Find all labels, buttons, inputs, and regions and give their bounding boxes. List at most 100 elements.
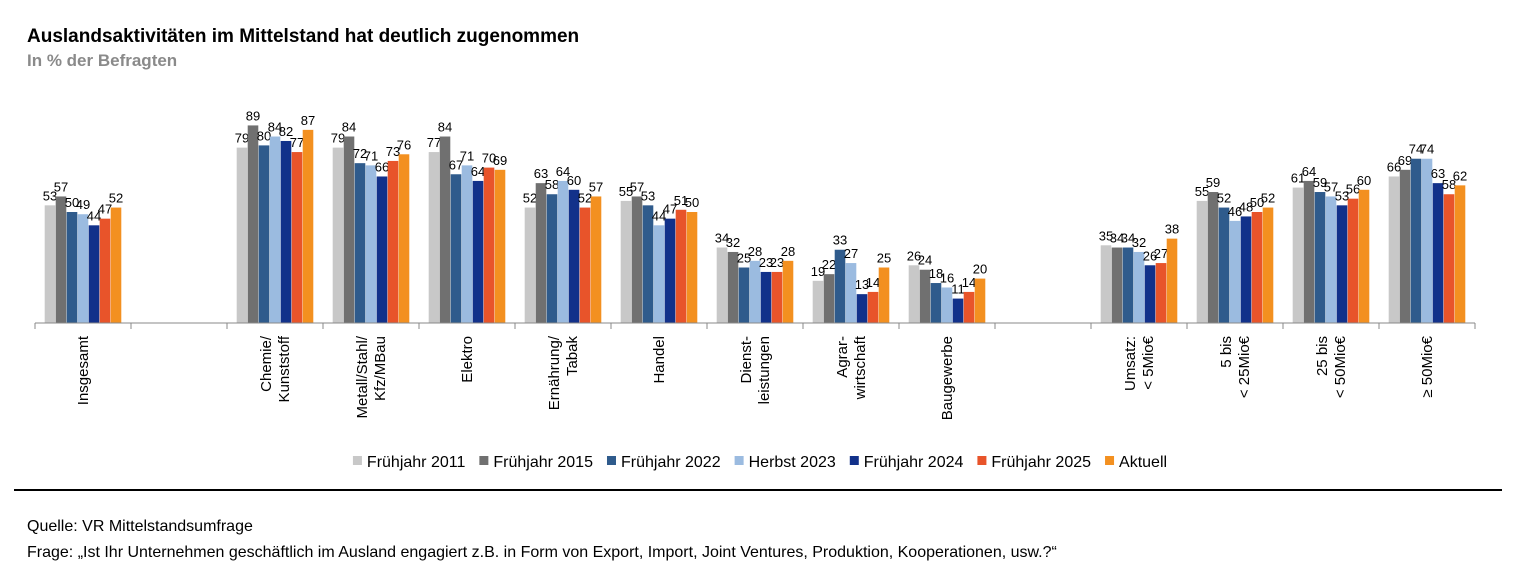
bar [642, 205, 654, 323]
bar [845, 263, 857, 323]
bar [579, 207, 591, 323]
value-label: 16 [940, 270, 954, 285]
bar [812, 280, 824, 323]
value-label: 57 [54, 179, 68, 194]
value-label: 60 [1357, 173, 1371, 188]
legend-label: Herbst 2023 [749, 454, 836, 471]
value-label: 71 [364, 148, 378, 163]
x-tick-label-line: Agrar- [834, 336, 851, 378]
chart-title: Auslandsaktivitäten im Mittelstand hat d… [27, 26, 579, 47]
bar [88, 225, 100, 323]
x-tick-label: Agrar-wirtschaft [834, 335, 869, 400]
value-label: 19 [811, 264, 825, 279]
bar [387, 160, 399, 323]
legend-label: Frühjahr 2024 [864, 454, 964, 471]
value-label: 32 [726, 235, 740, 250]
bar [1399, 169, 1411, 323]
value-label: 34 [715, 231, 729, 246]
value-label: 57 [1324, 179, 1338, 194]
bar [760, 271, 772, 323]
value-label: 44 [87, 208, 101, 223]
bar [302, 129, 314, 323]
bar [557, 180, 569, 323]
bar [1336, 205, 1348, 323]
bar [727, 251, 739, 323]
bar [439, 136, 451, 323]
value-label: 77 [427, 135, 441, 150]
bar [952, 298, 964, 323]
value-label: 74 [1409, 142, 1423, 157]
legend-swatch [849, 456, 859, 465]
bar [1443, 194, 1455, 323]
value-label: 20 [973, 262, 987, 277]
bar [236, 147, 248, 323]
bar [1454, 185, 1466, 323]
bar [494, 169, 506, 323]
value-label: 77 [290, 135, 304, 150]
value-label: 52 [578, 191, 592, 206]
value-label: 51 [674, 193, 688, 208]
value-label: 48 [1239, 199, 1253, 214]
value-label: 76 [397, 137, 411, 152]
bar [461, 165, 473, 323]
bar [110, 207, 122, 323]
bar [930, 283, 942, 323]
value-label: 52 [109, 191, 123, 206]
value-label: 52 [523, 191, 537, 206]
value-label: 73 [386, 144, 400, 159]
value-label: 53 [641, 188, 655, 203]
bar [1218, 207, 1230, 323]
bar [546, 194, 558, 323]
x-tick-label-line: < 25Mio€ [1236, 335, 1253, 398]
bar [1100, 245, 1112, 323]
value-label: 47 [98, 202, 112, 217]
bar [867, 291, 879, 323]
value-label: 84 [342, 120, 356, 135]
x-tick-label: 25 bis< 50Mio€ [1314, 335, 1349, 398]
legend-label: Frühjahr 2011 [367, 454, 466, 471]
value-label: 87 [301, 113, 315, 128]
value-label: 67 [449, 157, 463, 172]
bar [974, 278, 986, 323]
value-label: 34 [1110, 231, 1124, 246]
x-tick-label-line: Dienst- [738, 336, 755, 384]
x-tick-label-line: Tabak [564, 336, 581, 377]
value-label: 84 [438, 120, 452, 135]
bar [1240, 216, 1252, 323]
value-label: 64 [1302, 164, 1316, 179]
bar [823, 274, 835, 323]
value-label: 52 [1217, 191, 1231, 206]
value-label: 69 [1398, 153, 1412, 168]
bar [376, 176, 388, 323]
value-label: 26 [907, 248, 921, 263]
value-label: 14 [866, 275, 880, 290]
value-label: 72 [353, 146, 367, 161]
x-tick-label-line: Kunststoff [276, 335, 293, 402]
bar [66, 212, 78, 323]
value-label: 23 [770, 255, 784, 270]
bar [258, 145, 270, 323]
x-tick-label: Chemie/Kunststoff [258, 335, 293, 402]
value-label: 59 [1313, 175, 1327, 190]
legend-label: Frühjahr 2022 [621, 454, 721, 471]
value-label: 28 [781, 244, 795, 259]
legend-label: Frühjahr 2025 [991, 454, 1091, 471]
bar [1325, 196, 1337, 323]
x-tick-label-line: Umsatz: [1122, 336, 1139, 391]
bar [631, 196, 643, 323]
legend-swatch [479, 456, 489, 465]
value-label: 35 [1099, 228, 1113, 243]
bar [269, 136, 281, 323]
value-label: 71 [460, 148, 474, 163]
value-label: 56 [1346, 182, 1360, 197]
value-label: 53 [43, 188, 57, 203]
bar [1144, 265, 1156, 323]
bar [398, 154, 410, 323]
value-label: 62 [1453, 168, 1467, 183]
bar [1432, 183, 1444, 323]
value-label: 27 [1154, 246, 1168, 261]
x-tick-label-line: Elektro [459, 336, 476, 383]
x-tick-label-line: Baugewerbe [939, 336, 956, 420]
bar [1251, 212, 1263, 323]
x-tick-label: 5 bis< 25Mio€ [1218, 335, 1253, 398]
